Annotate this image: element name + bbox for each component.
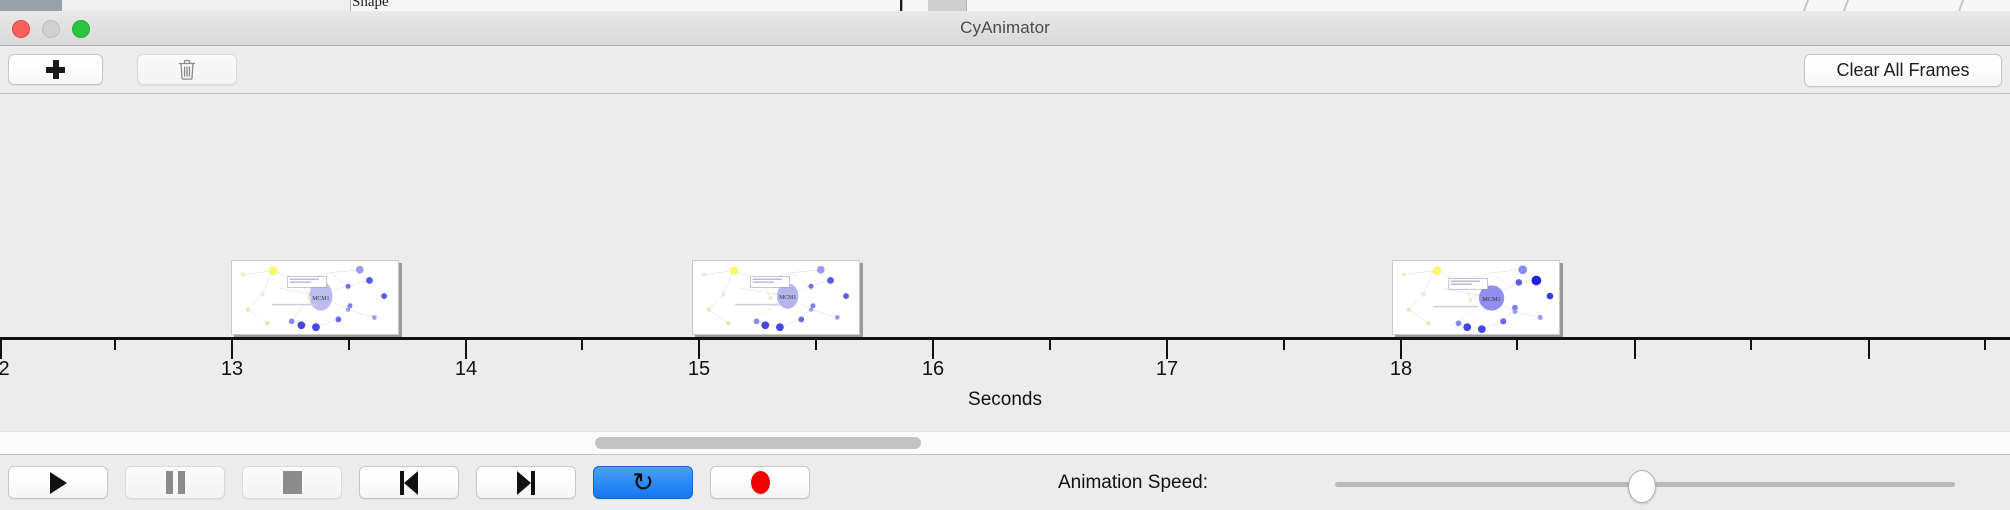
skip-back-button[interactable] — [359, 466, 459, 499]
ruler-label: 13 — [220, 358, 244, 380]
frame-thumbnail[interactable]: MCM1 — [231, 260, 399, 335]
pause-icon — [165, 471, 185, 494]
bg-chip — [242, 0, 309, 11]
ruler-label: 14 — [454, 358, 478, 380]
bg-curve — [1842, 0, 1880, 11]
close-button[interactable] — [12, 20, 30, 38]
ruler-label: 15 — [687, 358, 711, 380]
stop-button[interactable] — [242, 466, 342, 499]
ruler-tick-major — [698, 340, 700, 359]
stop-icon — [282, 471, 302, 494]
title-bar: CyAnimator — [0, 11, 2010, 46]
play-button[interactable] — [8, 466, 108, 499]
bg-curve — [1802, 0, 1840, 11]
bg-curve — [1957, 0, 1995, 11]
transport-bar: ↻ Animation Speed: — [0, 455, 2010, 510]
ruler-label: 18 — [1389, 358, 1413, 380]
pause-button[interactable] — [125, 466, 225, 499]
ruler-tick-minor — [581, 340, 583, 350]
zoom-button[interactable] — [72, 20, 90, 38]
ruler-tick-major — [932, 340, 934, 359]
ruler-tick-major — [231, 340, 233, 359]
bg-marker — [900, 0, 903, 11]
bg-shape-label: Shape — [352, 0, 389, 10]
clear-all-frames-button[interactable]: Clear All Frames — [1804, 54, 2002, 87]
scrollbar-thumb[interactable] — [595, 437, 921, 449]
ruler-tick-minor — [1049, 340, 1051, 350]
play-icon — [49, 471, 67, 494]
timeline-ruler — [0, 337, 2010, 340]
ruler-tick-major — [1400, 340, 1402, 359]
ruler-label: 16 — [921, 358, 945, 380]
ruler-tick-major — [465, 340, 467, 359]
bg-chip — [0, 0, 63, 11]
skip-forward-button[interactable] — [476, 466, 576, 499]
ruler-tick-minor — [114, 340, 116, 350]
horizontal-scrollbar[interactable] — [0, 431, 2010, 454]
ruler-tick-minor — [1283, 340, 1285, 350]
add-frame-button[interactable] — [8, 54, 103, 85]
ruler-tick-minor — [1750, 340, 1752, 350]
svg-text:MCM1: MCM1 — [312, 296, 329, 302]
minimize-button[interactable] — [42, 20, 60, 38]
frame-thumbnail[interactable]: MCM1 — [692, 260, 860, 335]
svg-text:MCM1: MCM1 — [1482, 296, 1501, 303]
delete-frame-button[interactable] — [137, 54, 237, 85]
ruler-tick-minor — [815, 340, 817, 350]
animation-speed-slider-thumb[interactable] — [1628, 470, 1656, 503]
skip-forward-icon — [517, 470, 535, 495]
main-window: CyAnimator Clear All Frames — [0, 11, 2010, 510]
record-icon — [750, 471, 770, 494]
ruler-tick-minor — [1516, 340, 1518, 350]
ruler-label: 2 — [0, 358, 10, 381]
bg-chip — [142, 0, 187, 11]
loop-icon: ↻ — [632, 467, 654, 498]
bg-chip — [186, 0, 243, 11]
ruler-tick-minor — [1984, 340, 1986, 350]
skip-back-icon — [400, 470, 418, 495]
ruler-tick-minor — [348, 340, 350, 350]
ruler-tick-major — [1634, 340, 1636, 359]
timeline-panel[interactable]: MCM1 — [0, 94, 2010, 455]
bg-chip — [928, 0, 967, 11]
ruler-tick-major — [1868, 340, 1870, 359]
record-button[interactable] — [710, 466, 810, 499]
axis-title: Seconds — [968, 389, 1042, 410]
loop-button[interactable]: ↻ — [593, 466, 693, 499]
toolbar: Clear All Frames — [0, 46, 2010, 94]
frame-thumbnail[interactable]: MCM1 — [1392, 260, 1560, 335]
bg-chip — [62, 0, 143, 11]
svg-text:MCM1: MCM1 — [779, 295, 796, 301]
ruler-tick-major — [1166, 340, 1168, 359]
ruler-label: 17 — [1155, 358, 1179, 380]
ruler-tick-major — [0, 340, 2, 359]
bg-chip — [308, 0, 351, 11]
trash-icon — [178, 59, 196, 80]
animation-speed-label: Animation Speed: — [1058, 472, 1208, 493]
window-title: CyAnimator — [960, 18, 1050, 37]
plus-icon — [46, 60, 65, 79]
